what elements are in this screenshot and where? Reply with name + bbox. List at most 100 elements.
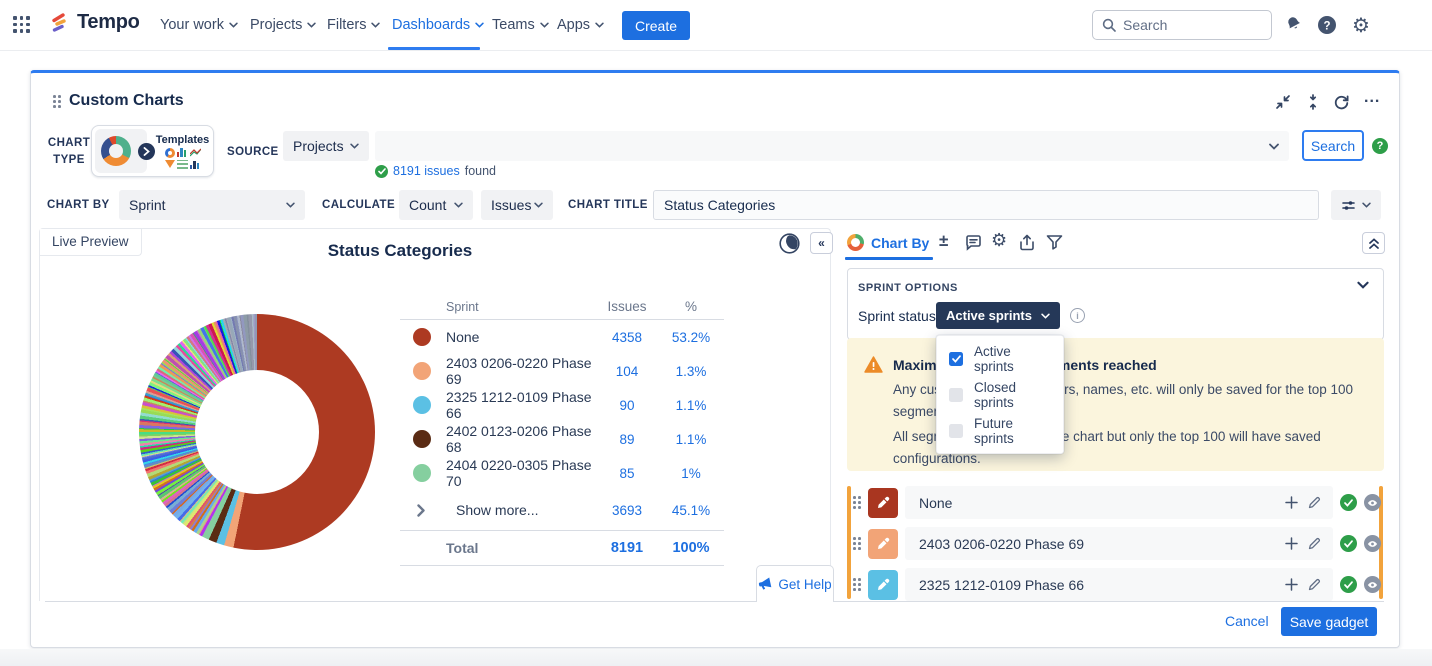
legend-row[interactable]: 2404 0220-0305 Phase 70 85 1% [400,456,724,490]
issues-count-link[interactable]: 85 [596,466,658,481]
more-options-icon[interactable]: ... [1364,89,1380,107]
create-button[interactable]: Create [622,11,690,40]
active-nav-underline [388,47,480,50]
collapse-config-button[interactable]: « [810,232,833,254]
info-icon[interactable]: i [1070,308,1085,323]
app-switcher-icon[interactable] [13,16,30,33]
cancel-button[interactable]: Cancel [1225,613,1269,629]
nav-item-dashboards[interactable]: Dashboards [392,0,484,50]
percent-link[interactable]: 1.3% [658,364,724,379]
segment-name-bar[interactable]: 2403 0206-0220 Phase 69 [905,527,1333,560]
segment-name-bar[interactable]: None [905,486,1333,519]
show-more-row[interactable]: Show more... 3693 45.1% [400,490,724,530]
show-more-link[interactable]: Show more... [446,502,596,518]
checkbox-unchecked-icon[interactable] [949,388,963,402]
settings-gear-icon[interactable]: ⚙ [1352,13,1370,38]
get-help-button[interactable]: Get Help [756,565,834,602]
issues-count-link[interactable]: 4358 [596,330,658,345]
sprint-options-heading: SPRINT OPTIONS [858,282,958,294]
global-search[interactable] [1092,10,1272,40]
edit-pencil-icon[interactable] [1308,496,1321,509]
source-query-input[interactable] [375,131,1289,161]
chart-type-button[interactable]: Templates [91,125,214,177]
section-collapse-chevron-icon[interactable] [1357,281,1369,289]
segment-visibility-eye-icon[interactable] [1364,535,1381,552]
compress-icon[interactable] [1305,94,1321,110]
title-options-button[interactable] [1331,190,1381,220]
minimize-icon[interactable] [1275,94,1291,110]
tempo-logo[interactable]: Tempo [48,11,140,34]
add-icon[interactable] [1285,537,1298,550]
percent-link[interactable]: 1.1% [658,398,724,413]
live-preview-area: Live Preview Status Categories Sprint Is… [39,228,831,601]
segment-saved-check-icon[interactable] [1340,576,1357,593]
issues-count-link[interactable]: 90 [596,398,658,413]
issues-count-link[interactable]: 104 [596,364,658,379]
segment-name-bar[interactable]: 2325 1212-0109 Phase 66 [905,568,1333,601]
nav-item-teams[interactable]: Teams [492,0,549,50]
mini-column-chart-icon [190,160,201,169]
save-gadget-button[interactable]: Save gadget [1281,607,1377,636]
chart-type-current[interactable] [95,129,147,173]
checkbox-unchecked-icon[interactable] [949,424,963,438]
refresh-icon[interactable] [1333,94,1350,111]
nav-item-your-work[interactable]: Your work [160,0,238,50]
percent-link[interactable]: 1% [658,466,724,481]
chevron-down-icon[interactable] [1269,143,1279,150]
mini-funnel-icon [165,160,175,168]
calculate-dropdown[interactable]: Count [399,190,473,220]
donut-chart[interactable] [139,314,375,550]
segment-color-picker[interactable] [868,570,898,600]
gear-icon[interactable]: ⚙ [991,230,1007,251]
chevron-down-icon [286,202,295,208]
checkbox-checked-icon[interactable] [949,352,963,366]
sliders-icon [1342,200,1355,211]
query-help-icon[interactable]: ? [1372,138,1388,154]
tab-chart-by[interactable]: Chart By [871,235,929,251]
help-icon[interactable]: ? [1317,15,1337,35]
nav-item-projects[interactable]: Projects [250,0,316,50]
legend-row[interactable]: 2325 1212-0109 Phase 66 90 1.1% [400,388,724,422]
drag-handle-icon[interactable] [853,537,861,550]
share-icon[interactable] [1019,234,1035,251]
percent-link[interactable]: 53.2% [658,330,724,345]
segment-color-picker[interactable] [868,529,898,559]
global-search-input[interactable] [1123,17,1253,33]
issues-count-link[interactable]: 89 [596,432,658,447]
templates-button[interactable]: Templates [147,134,210,169]
comment-bubble-icon[interactable] [965,234,982,251]
notifications-bell-icon[interactable] [1285,15,1303,33]
nav-item-apps[interactable]: Apps [557,0,604,50]
segment-saved-check-icon[interactable] [1340,494,1357,511]
segment-visibility-eye-icon[interactable] [1364,494,1381,511]
source-type-dropdown[interactable]: Projects [283,131,369,161]
sprint-status-dropdown[interactable]: Active sprints [936,302,1060,329]
edit-pencil-icon[interactable] [1308,578,1321,591]
menu-option-future-sprints[interactable]: Future sprints [937,413,1063,449]
issues-found-link[interactable]: 8191 issues [393,164,460,178]
filter-funnel-icon[interactable] [1046,234,1063,250]
nav-item-filters[interactable]: Filters [327,0,380,50]
search-button[interactable]: Search [1302,130,1364,161]
edit-pencil-icon[interactable] [1308,537,1321,550]
add-icon[interactable] [1285,496,1298,509]
drag-handle-icon[interactable] [853,578,861,591]
menu-option-closed-sprints[interactable]: Closed sprints [937,377,1063,413]
chart-by-dropdown[interactable]: Sprint [119,190,305,220]
calculate-unit-dropdown[interactable]: Issues [481,190,553,220]
percent-link[interactable]: 1.1% [658,432,724,447]
add-icon[interactable] [1285,578,1298,591]
drag-handle-icon[interactable] [853,496,861,509]
segment-color-picker[interactable] [868,488,898,518]
segment-visibility-eye-icon[interactable] [1364,576,1381,593]
collapse-up-button[interactable] [1362,232,1385,254]
plus-minus-icon[interactable]: ± [939,231,948,251]
legend-row[interactable]: 2403 0206-0220 Phase 69 104 1.3% [400,354,724,388]
gadget-drag-handle-icon[interactable] [53,95,61,108]
chart-title-input[interactable] [653,190,1319,220]
menu-option-active-sprints[interactable]: Active sprints [937,341,1063,377]
legend-row[interactable]: 2402 0123-0206 Phase 68 89 1.1% [400,422,724,456]
legend-row[interactable]: None 4358 53.2% [400,320,724,354]
contrast-toggle-icon[interactable] [779,233,800,254]
segment-saved-check-icon[interactable] [1340,535,1357,552]
